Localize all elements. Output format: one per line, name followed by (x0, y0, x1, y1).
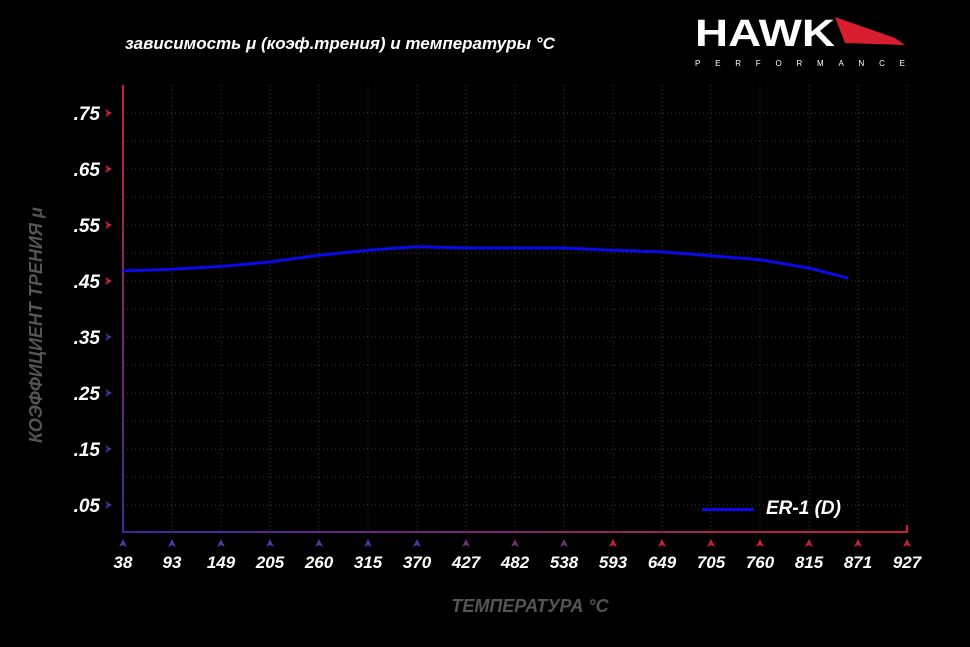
x-axis (123, 531, 907, 533)
x-tick-label: 427 (451, 553, 482, 572)
x-tick-arrow (658, 539, 666, 547)
x-tick-arrow (560, 539, 568, 547)
y-tick-label: .65 (74, 160, 101, 181)
legend: ER-1 (D) (702, 498, 841, 520)
y-tick-arrow (105, 109, 112, 117)
x-tick-label: 871 (844, 553, 872, 572)
x-tick-label: 760 (746, 553, 775, 572)
x-tick-arrow (462, 539, 470, 547)
x-tick-arrow (903, 539, 911, 547)
chart-title: зависимость μ (коэф.трения) и температур… (125, 34, 555, 53)
y-tick-arrow (105, 389, 112, 397)
x-tick-label: 315 (354, 553, 383, 572)
y-tick-arrow (105, 165, 112, 173)
x-tick-label: 649 (648, 553, 677, 572)
y-tick-label: .25 (74, 384, 101, 405)
x-axis-end (906, 525, 908, 533)
svg-text:HAWK: HAWK (695, 14, 836, 55)
x-tick-arrow (413, 539, 421, 547)
x-tick-label: 482 (500, 553, 530, 572)
x-tick-arrow (609, 539, 617, 547)
x-tick-label: 538 (550, 553, 579, 572)
y-tick-label: .55 (74, 216, 101, 237)
y-tick-arrow (105, 333, 112, 341)
x-tick-arrow (315, 539, 323, 547)
x-tick-label: 705 (697, 553, 726, 572)
y-tick-arrow (105, 445, 112, 453)
x-tick-arrow (756, 539, 764, 547)
x-tick-arrow (168, 539, 176, 547)
y-tick-label: .45 (74, 272, 101, 293)
x-axis-label: ТЕМПЕРАТУРА °C (451, 596, 609, 616)
x-tick-label: 38 (114, 553, 133, 572)
x-tick-arrow (511, 539, 519, 547)
y-tick-label: .75 (74, 104, 101, 125)
x-tick-label: 927 (893, 553, 923, 572)
x-tick-arrow (854, 539, 862, 547)
x-tick-label: 815 (795, 553, 824, 572)
x-tick-label: 593 (599, 553, 628, 572)
x-tick-arrow (266, 539, 274, 547)
y-tick-arrow (105, 501, 112, 509)
legend-swatch (702, 507, 754, 511)
y-tick-arrow (105, 221, 112, 229)
x-tick-label: 260 (304, 553, 334, 572)
y-axis (122, 85, 124, 533)
y-tick-label: .05 (74, 496, 101, 517)
x-tick-arrow (217, 539, 225, 547)
x-tick-arrow (707, 539, 715, 547)
svg-text:PERFORMANCE: PERFORMANCE (695, 59, 905, 68)
legend-label: ER-1 (D) (766, 498, 841, 519)
y-tick-arrow (105, 277, 112, 285)
y-tick-label: .35 (74, 328, 101, 349)
x-tick-label: 149 (207, 553, 236, 572)
x-tick-arrow (119, 539, 127, 547)
x-tick-arrow (805, 539, 813, 547)
series-line (122, 245, 849, 280)
x-tick-label: 370 (403, 553, 432, 572)
y-axis-label: КОЭФФИЦИЕНТ ТРЕНИЯ μ (26, 207, 46, 443)
y-tick-label: .15 (74, 440, 101, 461)
hawk-logo: HAWK PERFORMANCE (695, 14, 905, 68)
x-tick-label: 205 (255, 553, 285, 572)
x-tick-label: 93 (163, 553, 182, 572)
x-tick-arrow (364, 539, 372, 547)
